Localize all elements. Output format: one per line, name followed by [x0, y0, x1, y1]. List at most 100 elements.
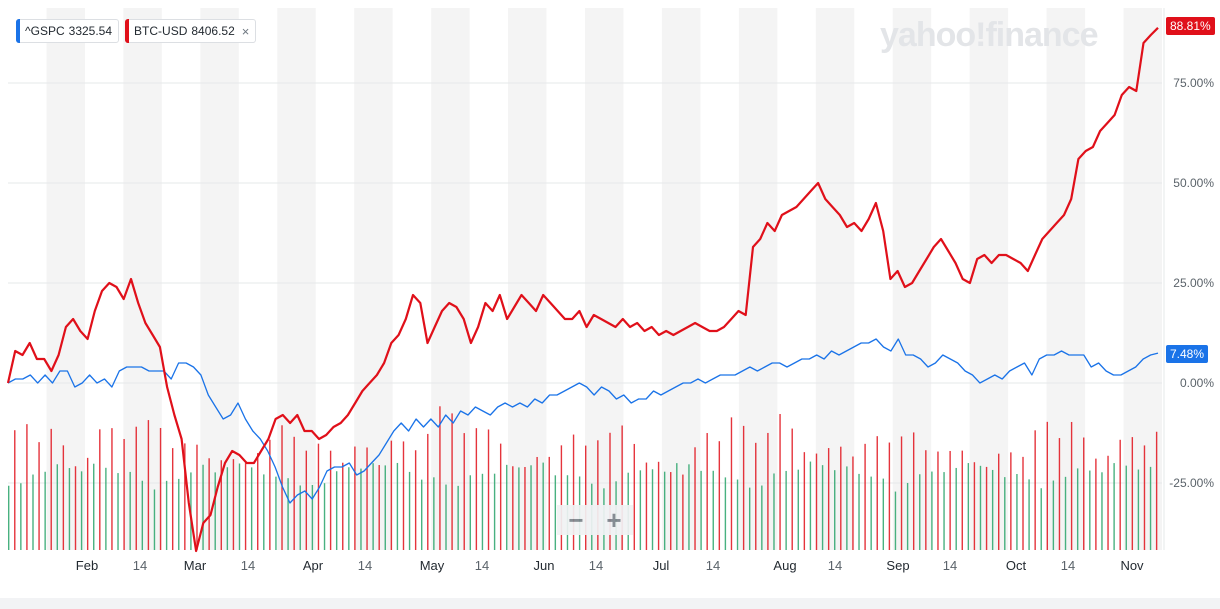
volume-bar	[184, 443, 186, 550]
volume-bar	[20, 483, 22, 550]
btc-end-value-tag: 88.81%	[1166, 17, 1215, 35]
spx-end-value-tag: 7.48%	[1166, 345, 1209, 363]
x-tick-label: Mar	[183, 558, 207, 573]
volume-bar	[530, 465, 532, 550]
volume-bar	[414, 450, 417, 550]
volume-bar	[694, 447, 696, 550]
grid-band	[277, 8, 316, 550]
volume-bar	[815, 453, 818, 550]
volume-bar	[512, 466, 514, 550]
btc-usd-line	[6, 27, 1159, 553]
volume-bar	[147, 420, 150, 550]
volume-bar	[985, 466, 988, 550]
volume-bar	[585, 445, 587, 550]
volume-bar	[961, 450, 963, 550]
volume-bar	[736, 479, 739, 550]
volume-bar	[1137, 469, 1140, 550]
volume-bar	[821, 465, 824, 550]
volume-bar	[1143, 445, 1146, 550]
x-tick-label: Oct	[1005, 558, 1027, 573]
grid-band	[1046, 8, 1086, 550]
volume-bar	[1052, 480, 1055, 550]
volume-bar	[718, 441, 721, 550]
yahoo-finance-logo: yahoo!finance	[880, 16, 1098, 54]
volume-bar	[688, 464, 690, 550]
volume-bar	[463, 433, 465, 550]
volume-bar	[293, 436, 295, 550]
volume-bar	[609, 432, 611, 550]
volume-bar	[329, 450, 332, 550]
volume-bar	[876, 436, 878, 550]
bottom-scroll-track[interactable]	[0, 598, 1220, 609]
volume-bar	[761, 485, 763, 550]
volume-bar	[475, 428, 478, 550]
volume-bar	[232, 459, 235, 550]
y-tick-label: -25.00%	[1169, 476, 1214, 490]
volume-bar	[925, 450, 927, 550]
volume-bar	[572, 434, 575, 550]
x-tick-label: Apr	[302, 558, 324, 573]
volume-bar	[767, 432, 769, 550]
volume-bar	[779, 414, 781, 550]
volume-bar	[311, 484, 314, 550]
volume-bar	[421, 479, 423, 550]
volume-bar	[80, 471, 83, 550]
y-tick-label: 75.00%	[1173, 76, 1214, 90]
volume-bar	[1016, 474, 1018, 550]
volume-bar	[372, 463, 374, 550]
x-tick-label: 14	[1060, 558, 1076, 573]
volume-bar	[105, 467, 107, 550]
x-tick-label: May	[419, 558, 445, 573]
x-tick-label: Jul	[652, 558, 670, 573]
volume-bar	[14, 430, 16, 550]
zoom-in-button[interactable]: +	[606, 505, 622, 535]
volume-bar	[785, 470, 787, 550]
volume-bar	[402, 441, 405, 550]
volume-bar	[621, 425, 623, 550]
volume-bar	[949, 450, 951, 550]
legend-symbol: ^GSPC	[25, 24, 65, 38]
volume-bar	[870, 476, 872, 550]
volume-bar	[141, 480, 144, 550]
volume-bar	[639, 470, 642, 550]
gspc-line	[7, 338, 1159, 504]
volume-bar	[481, 473, 484, 550]
volume-bar	[682, 474, 684, 550]
zoom-out-button[interactable]: −	[568, 505, 584, 535]
volume-bar	[864, 443, 866, 550]
volume-bar	[536, 456, 538, 550]
volume-bar	[1010, 452, 1012, 550]
volume-bar	[979, 465, 982, 550]
grid-band	[200, 8, 239, 550]
volume-bar	[202, 464, 204, 550]
volume-bar	[439, 406, 441, 550]
volume-bar	[846, 466, 848, 550]
volume-bar	[1107, 455, 1109, 550]
legend-chip-btc[interactable]: BTC-USD 8406.52 ×	[125, 19, 257, 43]
volume-bar	[68, 468, 71, 550]
volume-bar	[834, 470, 836, 550]
x-tick-label: 14	[240, 558, 256, 573]
volume-bar	[518, 467, 520, 550]
x-tick-label: Aug	[773, 558, 797, 573]
volume-bar	[1076, 468, 1079, 550]
volume-bar	[943, 472, 945, 550]
volume-bar	[250, 467, 253, 550]
legend-chip-gspc[interactable]: ^GSPC 3325.54	[16, 19, 120, 43]
volume-bar	[366, 447, 368, 550]
x-tick-label: 14	[942, 558, 958, 573]
remove-series-close-icon[interactable]: ×	[241, 23, 250, 39]
grid-band	[738, 8, 778, 550]
volume-bar	[93, 463, 95, 550]
volume-bar	[214, 472, 216, 550]
volume-bar	[773, 473, 775, 550]
volume-bar	[706, 433, 708, 550]
volume-bar	[919, 474, 921, 550]
x-tick-label: 14	[357, 558, 373, 573]
volume-bar	[1034, 430, 1036, 550]
volume-bar	[135, 426, 137, 550]
volume-bar	[1095, 458, 1097, 550]
volume-bar	[1070, 421, 1073, 550]
volume-bar	[99, 429, 101, 550]
volume-bar	[44, 471, 46, 550]
